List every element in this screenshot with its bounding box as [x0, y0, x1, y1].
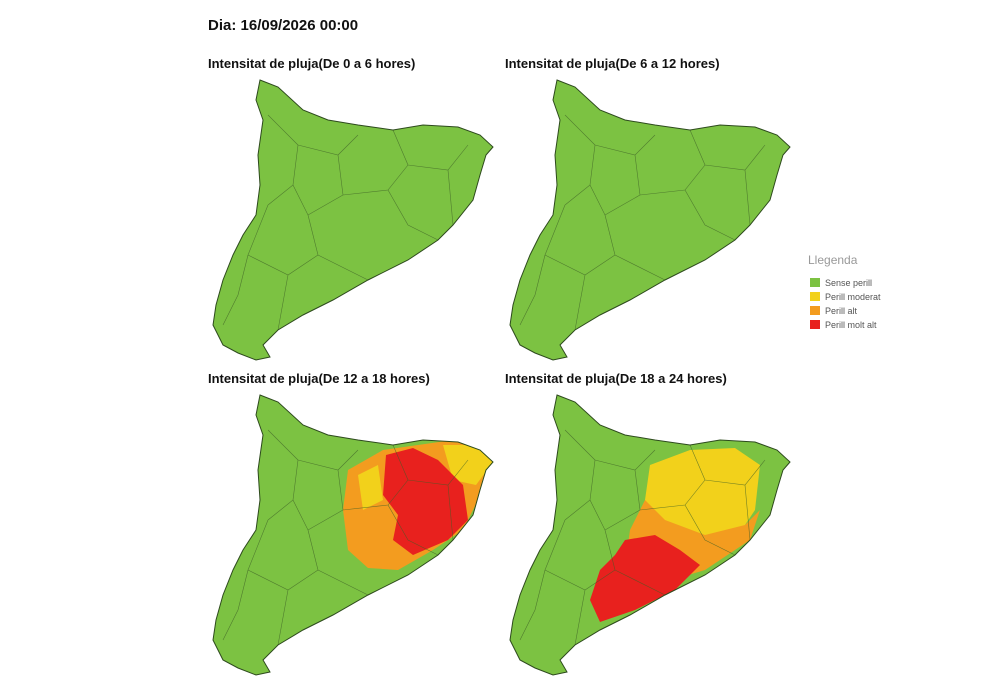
region	[213, 80, 493, 360]
risk-area	[358, 445, 493, 510]
map-panel: Intensitat de pluja(De 0 a 6 hores)	[208, 56, 494, 361]
panel-title: Intensitat de pluja(De 6 a 12 hores)	[505, 56, 720, 71]
map	[212, 394, 494, 676]
legend-label: Perill alt	[825, 306, 858, 316]
map	[509, 79, 791, 361]
panel-title: Intensitat de pluja(De 0 a 6 hores)	[208, 56, 415, 71]
legend-label: Perill moderat	[825, 292, 881, 302]
map-panel: Intensitat de pluja(De 18 a 24 hores)	[505, 371, 791, 676]
region	[510, 80, 790, 360]
legend-swatch	[810, 292, 820, 301]
legend-swatch	[810, 306, 820, 315]
map-panel: Intensitat de pluja(De 6 a 12 hores)	[505, 56, 791, 361]
legend-items: Sense perill Perill moderat Perill alt Peri…	[810, 278, 881, 330]
legend-label: Sense perill	[825, 278, 872, 288]
legend: Llegenda Sense perill Perill moderat Peril…	[808, 253, 881, 330]
map	[212, 79, 494, 361]
panel-title: Intensitat de pluja(De 12 a 18 hores)	[208, 371, 430, 386]
risk-area	[383, 448, 468, 555]
legend-swatch	[810, 278, 820, 287]
map	[509, 394, 791, 676]
legend-swatch	[810, 320, 820, 329]
page-title: Dia: 16/09/2026 00:00	[208, 17, 358, 34]
panel-title: Intensitat de pluja(De 18 a 24 hores)	[505, 371, 727, 386]
map-panel: Intensitat de pluja(De 12 a 18 hores)	[208, 371, 494, 676]
risk-area	[590, 535, 700, 622]
legend-title: Llegenda	[808, 253, 858, 267]
legend-label: Perill molt alt	[825, 320, 877, 330]
